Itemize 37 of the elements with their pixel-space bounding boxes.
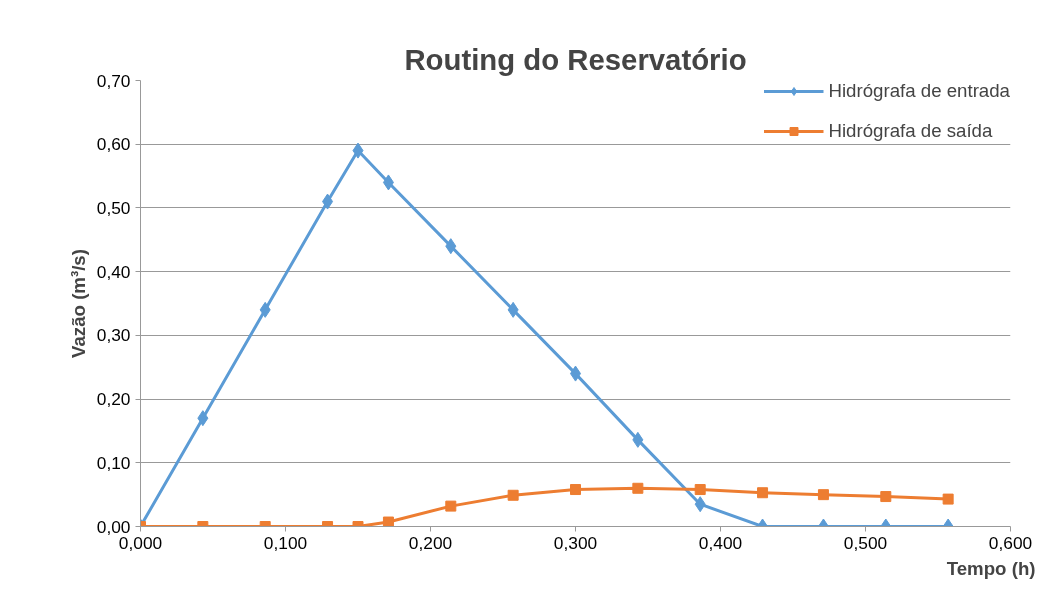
point xyxy=(322,193,334,210)
y-tick-label: 0,50 xyxy=(96,197,131,218)
point xyxy=(507,301,519,318)
point xyxy=(445,238,457,255)
y-tick-label: 0,70 xyxy=(96,70,131,91)
point xyxy=(632,482,644,494)
point xyxy=(259,301,271,318)
point xyxy=(382,516,394,527)
point xyxy=(570,484,581,496)
x-tick-label: 0,100 xyxy=(263,532,308,553)
point xyxy=(352,142,364,159)
chart-title: Routing do Reservatório xyxy=(404,42,747,76)
point xyxy=(445,500,457,512)
legend-label: Hidrógrafa de saída xyxy=(828,120,993,142)
point xyxy=(880,491,892,503)
x-tick-label: 0,400 xyxy=(698,532,743,553)
y-axis-title: Vazão (m³/s) xyxy=(67,249,89,358)
point xyxy=(694,496,706,513)
x-axis-title: Tempo (h) xyxy=(946,557,1036,579)
point xyxy=(507,489,519,501)
y-tick-label: 0,10 xyxy=(96,452,131,473)
x-tick-label: 0,300 xyxy=(553,532,598,553)
y-tick-label: 0,20 xyxy=(96,389,131,410)
point xyxy=(817,489,829,501)
point xyxy=(382,174,394,191)
legend-label: Hidrógrafa de entrada xyxy=(828,80,1010,102)
point xyxy=(694,484,706,496)
x-tick-label: 0,200 xyxy=(408,532,453,553)
point xyxy=(942,493,954,505)
y-tick-label: 0,30 xyxy=(96,325,131,346)
point xyxy=(757,487,769,499)
y-tick-label: 0,40 xyxy=(96,261,131,282)
point xyxy=(197,410,209,427)
point xyxy=(632,431,644,448)
y-tick-label: 0,60 xyxy=(96,134,131,155)
x-tick-label: 0,500 xyxy=(843,532,888,553)
x-tick-label: 0,600 xyxy=(988,532,1033,553)
